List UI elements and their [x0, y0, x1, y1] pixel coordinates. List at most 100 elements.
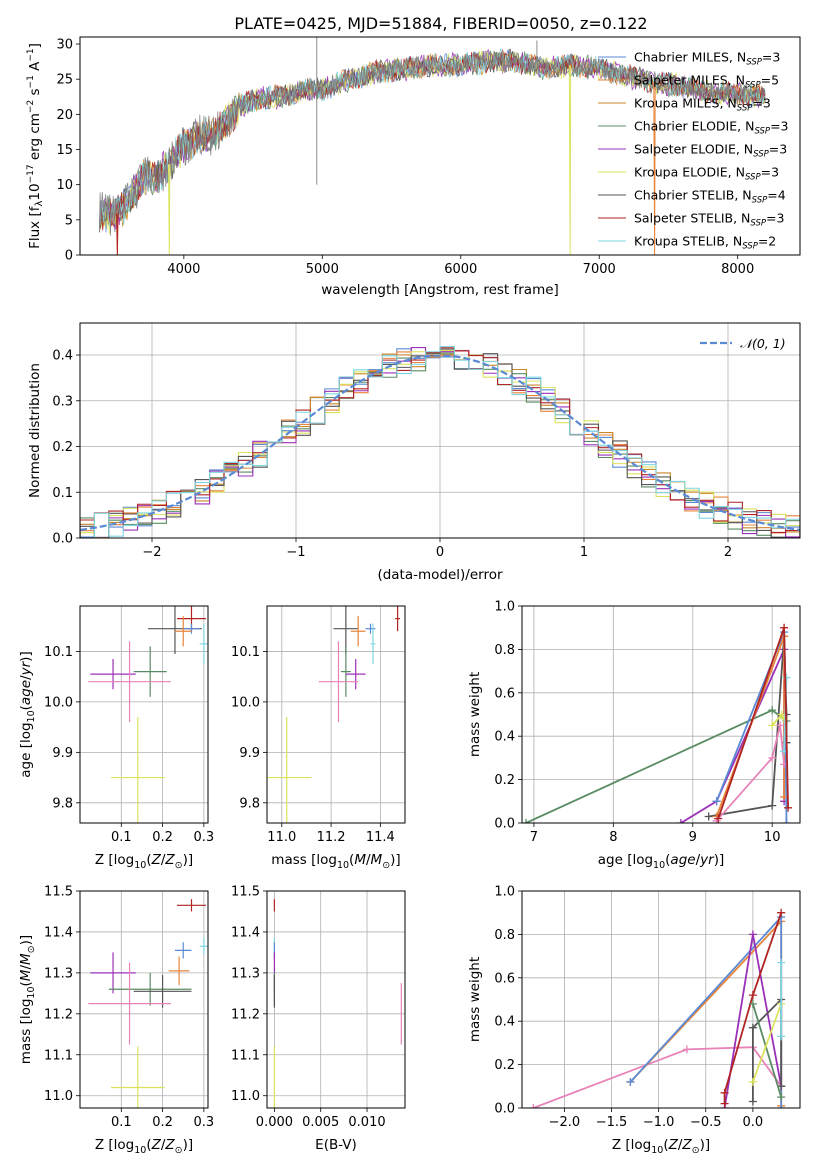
weight-point: [782, 819, 791, 823]
legend-label: Kroupa STELIB, NSSP=2: [634, 234, 776, 252]
y-tick-label: 1.0: [494, 600, 515, 615]
x-tick-label: 0.1: [111, 1115, 132, 1130]
weight-point: [748, 1077, 757, 1086]
weight-point: [748, 1023, 757, 1032]
legend-label: Kroupa ELODIE, NSSP=3: [634, 165, 779, 183]
y-axis-label: Flux [fλ10−17 erg cm−2 s−1 A−1]: [26, 43, 45, 249]
weight-point: [777, 1032, 786, 1041]
axes-frame: [266, 605, 406, 824]
x-tick-label: 11.4: [366, 830, 395, 845]
weight-point: [748, 999, 757, 1008]
y-tick-label: 5: [65, 213, 73, 228]
age-vs-Z-axes: 0.1 0.2 0.3 9.8 9.9 10.0 10.1: [44, 606, 214, 845]
weight-series-line: [752, 1003, 783, 1098]
legend-label: Chabrier MILES, NSSP=3: [634, 50, 780, 68]
x-tick-label: −1.5: [596, 1115, 628, 1130]
y-axis-label: mass weight: [467, 957, 483, 1042]
weight-point: [748, 930, 757, 939]
x-tick-label: 10: [764, 830, 781, 845]
y-tick-label: 9.9: [239, 746, 260, 761]
spectrum-drop: [167, 164, 171, 255]
x-tick-label: 2: [724, 545, 732, 560]
y-tick-label: 11.2: [231, 1007, 260, 1022]
y-tick-label: 11.1: [44, 1048, 73, 1063]
y-tick-label: 11.5: [44, 885, 73, 900]
weight-point: [776, 721, 785, 730]
axes-frame: [79, 890, 209, 1109]
axes-frame: [521, 605, 801, 824]
age-vs-mass-points: [267, 606, 401, 823]
mass-weight-vs-age-axes: 7 8 9 10 0.0 0.2 0.4 0.6 0.8 1.0: [494, 600, 800, 845]
y-tick-label: 10.1: [44, 645, 73, 660]
weight-series-line: [752, 997, 783, 1102]
y-tick-label: 11.0: [44, 1089, 73, 1104]
weight-point: [714, 814, 723, 823]
x-tick-label: 0.000: [256, 1115, 293, 1130]
weight-point: [768, 753, 777, 762]
x-tick-label: −0.5: [690, 1115, 722, 1130]
x-tick-label: 5000: [306, 262, 339, 277]
x-tick-label: −1: [286, 545, 305, 560]
histogram-series: [80, 345, 800, 538]
y-tick-label: 0.6: [494, 971, 515, 986]
x-tick-label: −2.0: [549, 1115, 581, 1130]
legend-label: Salpeter ELODIE, NSSP=3: [634, 142, 787, 160]
spectrum-lines: [99, 37, 766, 255]
mass-vs-EBV-points: [273, 899, 402, 1108]
spectrum-drop: [653, 82, 656, 255]
y-tick-label: 15: [56, 143, 73, 158]
y-tick-label: 0.0: [494, 1102, 515, 1117]
histogram-series: [80, 347, 800, 538]
weight-point: [748, 991, 757, 1000]
y-axis-label: Normed distribution: [27, 363, 43, 498]
age-vs-Z-points: [88, 606, 208, 823]
weight-point: [676, 819, 685, 823]
spectrum-drop: [568, 65, 572, 255]
weight-point: [682, 1045, 691, 1054]
x-axis-label: mass [log10(M/M⊙)]: [271, 852, 400, 871]
legend-label: Chabrier ELODIE, NSSP=3: [634, 119, 789, 137]
y-tick-label: 9.8: [239, 796, 260, 811]
mass-vs-Z-points: [88, 899, 208, 1108]
y-tick-label: 10.1: [231, 645, 260, 660]
y-tick-label: 0.2: [494, 1058, 515, 1073]
y-tick-label: 11.4: [44, 925, 73, 940]
y-tick-label: 11.5: [231, 885, 260, 900]
x-tick-label: 9: [689, 830, 697, 845]
y-tick-label: 0.0: [52, 532, 73, 547]
weight-point: [720, 1099, 729, 1108]
x-tick-label: −2: [142, 545, 161, 560]
mass-vs-EBV-axes: 0.000 0.005 0.010 11.0 11.1 11.2 11.3 11.4 11.5: [231, 885, 405, 1130]
spectrum-axes: 4000 5000 6000 7000 8000 0 5 10 15 20 25 30: [56, 38, 754, 277]
x-tick-label: 0.005: [302, 1115, 339, 1130]
y-tick-label: 0.8: [494, 643, 515, 658]
weight-series-line: [525, 709, 788, 823]
x-tick-label: 0.0: [743, 1115, 764, 1130]
residuals-axes: −2 −1 0 1 2 0.0 0.1 0.2 0.3 0.4: [52, 323, 800, 560]
weight-point: [626, 1077, 635, 1086]
y-tick-label: 0.6: [494, 686, 515, 701]
x-axis-label: age [log10(age/yr)]: [598, 852, 724, 871]
x-tick-label: 11.2: [317, 830, 346, 845]
x-tick-label: 0: [436, 545, 444, 560]
weight-point: [780, 792, 789, 801]
histogram-lines: [80, 345, 800, 538]
x-axis-label: (data-model)/error: [377, 567, 503, 583]
x-axis-label: Z [log10(Z/Z⊙)]: [612, 1137, 710, 1156]
x-axis-label: Z [log10(Z/Z⊙)]: [95, 852, 193, 871]
y-tick-label: 10.0: [44, 695, 73, 710]
x-tick-label: 0.3: [194, 830, 215, 845]
x-tick-label: 7000: [583, 262, 616, 277]
weight-point: [780, 623, 789, 632]
x-tick-label: 4000: [167, 262, 200, 277]
y-tick-label: 0: [65, 249, 73, 264]
x-axis-label: wavelength [Angstrom, rest frame]: [321, 282, 559, 298]
x-tick-label: 0.2: [152, 1115, 173, 1130]
weight-point: [529, 1104, 538, 1108]
spectrum-drop: [116, 213, 119, 255]
y-axis-label: mass weight: [467, 672, 483, 757]
legend-label: Kroupa MILES, NSSP=3: [634, 96, 771, 114]
legend-label: Salpeter STELIB, NSSP=3: [634, 211, 784, 229]
y-tick-label: 11.0: [231, 1089, 260, 1104]
mass-weight-vs-Z-lines: [529, 908, 786, 1108]
